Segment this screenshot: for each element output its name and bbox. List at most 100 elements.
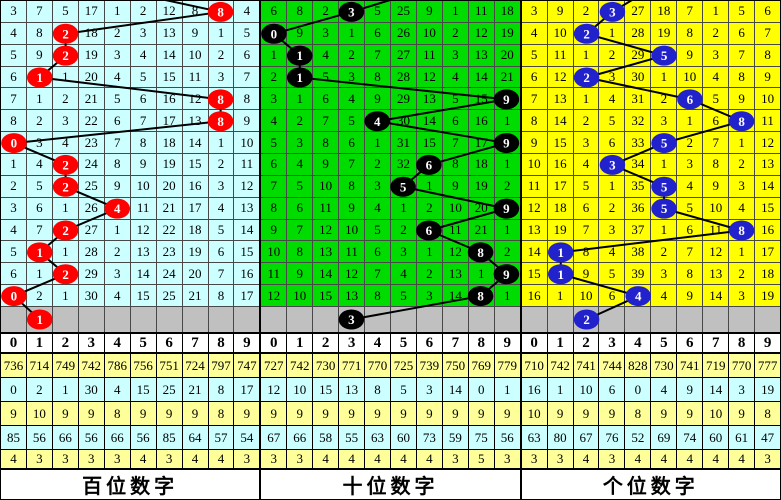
miss-count-cell <box>547 241 574 263</box>
summary-cell: 56 <box>494 426 520 449</box>
panel-hundreds: 3 7 5 17 1 2 12 8 4 4 8 18 2 3 13 9 1 5 5 9 19 3 4 14 10 2 6 6 1 20 4 5… <box>1 1 260 499</box>
miss-count-cell <box>26 66 53 88</box>
miss-count-cell: 6 <box>521 66 548 88</box>
miss-count-cell: 7 <box>26 1 53 22</box>
miss-count-cell: 9 <box>729 88 756 110</box>
miss-count-cell: 3 <box>365 175 392 197</box>
miss-count-cell: 10 <box>677 66 704 88</box>
summary-cell: 3 <box>416 378 443 401</box>
summary-cell: 736 <box>1 354 27 377</box>
summary-cell: 779 <box>494 354 520 377</box>
summary-cell: 4 <box>651 450 678 468</box>
miss-count-cell: 24 <box>156 263 183 285</box>
miss-count-cell: 19 <box>156 154 183 175</box>
miss-count-cell: 5 <box>365 1 392 22</box>
digit-header-cell: 2 <box>574 334 600 352</box>
miss-count-cell: 12 <box>234 175 260 197</box>
trend-row: 1 4 2 7 27 11 3 13 20 <box>261 44 520 67</box>
miss-count-cell: 3 <box>313 22 340 44</box>
miss-count-cell: 8 <box>287 241 314 263</box>
digit-header-cell: 9 <box>503 334 511 351</box>
summary-cell: 21 <box>182 378 209 401</box>
miss-count-cell: 5 <box>599 110 626 132</box>
miss-count-cell <box>261 22 288 44</box>
digit-header-cell: 5 <box>651 334 678 352</box>
miss-count-cell: 11 <box>313 197 340 219</box>
miss-count-cell: 2 <box>130 1 157 22</box>
pending-cell <box>339 307 366 332</box>
miss-count-cell <box>573 22 600 44</box>
summary-cell: 0 <box>625 378 652 401</box>
summary-table: 736 714 749 742 786 756 751 724 797 747 0 2 1 30 4 15 25… <box>1 354 260 468</box>
miss-count-cell: 4 <box>130 44 157 66</box>
pending-cell <box>495 307 520 332</box>
miss-count-cell: 10 <box>442 197 469 219</box>
miss-count-cell: 39 <box>625 263 652 285</box>
miss-count-cell: 12 <box>130 219 157 241</box>
summary-cell: 8 <box>625 402 652 425</box>
miss-count-cell: 21 <box>468 219 495 241</box>
summary-row: 710 742 741 744 828 730 741 719 770 777 <box>521 354 781 378</box>
summary-cell: 769 <box>468 354 495 377</box>
miss-count-cell: 10 <box>313 175 340 197</box>
summary-cell: 67 <box>261 426 288 449</box>
digit-header-cell: 2 <box>53 334 79 352</box>
summary-cell: 770 <box>729 354 756 377</box>
summary-cell: 3 <box>755 450 781 468</box>
miss-count-cell: 7 <box>521 88 548 110</box>
digit-header-cell: 7 <box>443 334 469 352</box>
miss-count-cell: 4 <box>339 88 366 110</box>
miss-count-cell: 6 <box>599 285 626 307</box>
miss-count-cell: 3 <box>52 110 79 132</box>
summary-cell: 4 <box>182 450 209 468</box>
miss-count-cell: 8 <box>677 22 704 44</box>
miss-count-cell: 5 <box>391 285 417 307</box>
summary-cell: 64 <box>182 426 209 449</box>
pending-cell <box>522 307 548 332</box>
summary-cell: 751 <box>156 354 183 377</box>
miss-count-cell: 27 <box>78 219 105 241</box>
miss-count-cell: 14 <box>521 241 548 263</box>
miss-count-cell: 14 <box>547 110 574 132</box>
miss-count-cell: 3 <box>703 44 730 66</box>
miss-count-cell <box>1 285 27 307</box>
summary-cell: 8 <box>208 402 235 425</box>
trend-row: 2 5 25 9 10 20 16 3 12 <box>1 175 260 198</box>
miss-count-cell: 10 <box>234 132 260 154</box>
summary-cell: 1 <box>52 378 79 401</box>
miss-count-cell: 35 <box>625 175 652 197</box>
miss-count-cell: 7 <box>234 66 260 88</box>
miss-count-cell: 4 <box>208 197 235 219</box>
miss-count-cell: 7 <box>130 110 157 132</box>
miss-count-cell: 6 <box>339 132 366 154</box>
summary-cell: 9 <box>573 402 600 425</box>
miss-count-cell: 11 <box>547 44 574 66</box>
trend-row: 8 14 2 5 32 3 1 6 11 <box>521 110 781 133</box>
summary-cell: 9 <box>182 402 209 425</box>
miss-count-cell: 12 <box>468 22 495 44</box>
trend-row: 9 15 3 6 33 2 7 1 12 <box>521 132 781 155</box>
miss-count-cell: 8 <box>313 132 340 154</box>
summary-row: 9 10 9 9 8 9 9 9 8 9 <box>1 402 260 426</box>
summary-cell: 9 <box>52 402 79 425</box>
miss-count-cell: 9 <box>755 66 781 88</box>
summary-cell: 3 <box>234 450 260 468</box>
summary-cell: 9 <box>130 402 157 425</box>
summary-cell: 55 <box>339 426 366 449</box>
summary-cell: 770 <box>365 354 392 377</box>
pending-cell <box>391 307 417 332</box>
summary-cell: 4 <box>729 450 756 468</box>
miss-count-cell: 12 <box>703 241 730 263</box>
miss-count-cell: 8 <box>442 154 469 175</box>
summary-cell: 9 <box>261 402 288 425</box>
miss-count-cell: 16 <box>755 219 781 241</box>
summary-cell: 10 <box>573 378 600 401</box>
miss-count-cell: 8 <box>182 1 209 22</box>
miss-count-cell: 12 <box>156 1 183 22</box>
miss-count-cell: 11 <box>468 1 495 22</box>
miss-count-cell: 1 <box>26 88 53 110</box>
digit-header-cell: 3 <box>599 334 626 352</box>
